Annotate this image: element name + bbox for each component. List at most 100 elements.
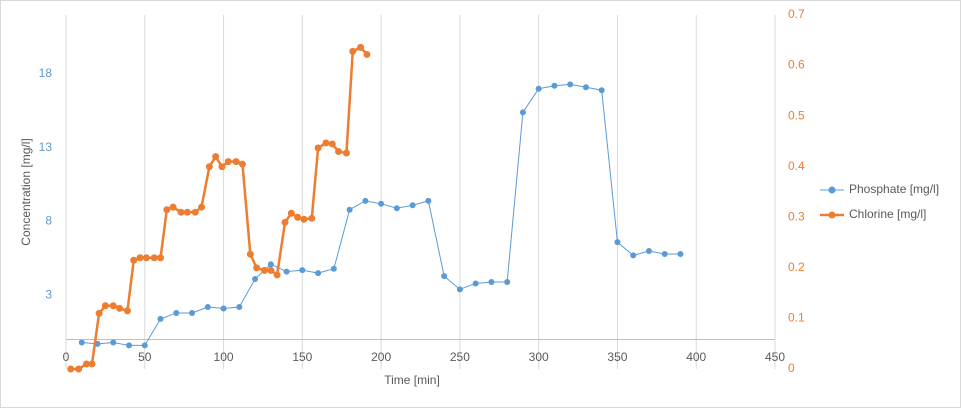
data-point: [299, 267, 306, 274]
x-tick-label: 200: [371, 350, 391, 364]
data-point: [567, 81, 574, 88]
data-point: [645, 248, 652, 254]
data-point: [551, 82, 558, 89]
data-point: [75, 365, 83, 373]
data-point: [183, 208, 191, 216]
legend-marker: [828, 211, 836, 219]
y2-tick-label: 0.5: [788, 108, 805, 122]
data-point: [328, 140, 336, 148]
y2-tick-label: 0.4: [788, 159, 805, 173]
data-point: [252, 276, 259, 283]
data-point: [267, 261, 274, 268]
data-point: [582, 84, 589, 91]
data-point: [169, 203, 177, 211]
x-tick-label: 450: [765, 350, 785, 364]
data-point: [246, 250, 254, 258]
data-point: [150, 254, 158, 262]
x-tick-label: 50: [138, 350, 152, 364]
data-point: [378, 200, 385, 207]
data-point: [204, 304, 211, 311]
data-point: [88, 360, 96, 368]
x-tick-label: 100: [214, 350, 234, 364]
data-point: [116, 304, 124, 312]
y-axis-title: Concentration [mg/l]: [19, 138, 33, 245]
data-point: [232, 158, 240, 166]
data-point: [519, 109, 526, 116]
data-point: [363, 50, 371, 58]
data-point: [189, 309, 196, 316]
x-tick-label: 0: [63, 350, 70, 364]
y-tick-label: 3: [45, 287, 52, 301]
data-point: [456, 286, 463, 293]
data-point: [109, 302, 117, 310]
data-point: [425, 197, 432, 204]
data-point: [142, 254, 150, 262]
data-point: [314, 144, 322, 152]
data-point: [330, 265, 337, 272]
legend-label: Phosphate [mg/l]: [849, 182, 939, 196]
data-point: [110, 339, 117, 346]
data-point: [126, 342, 133, 349]
data-point: [236, 304, 243, 311]
data-point: [141, 342, 148, 349]
data-point: [283, 268, 290, 275]
data-point: [267, 266, 275, 274]
legend-marker: [828, 186, 836, 194]
data-point: [238, 160, 246, 168]
y2-tick-label: 0: [788, 361, 795, 375]
y2-tick-label: 0.6: [788, 58, 805, 72]
data-point: [67, 365, 75, 373]
data-point: [78, 339, 85, 346]
data-point: [308, 214, 316, 222]
data-point: [294, 213, 302, 221]
data-point: [349, 47, 357, 55]
y2-tick-label: 0.2: [788, 260, 805, 274]
data-point: [261, 266, 269, 274]
data-point: [82, 360, 90, 368]
data-point: [281, 218, 289, 226]
data-point: [136, 254, 144, 262]
y-tick-label: 18: [39, 66, 53, 80]
data-point: [315, 270, 322, 277]
data-point: [342, 149, 350, 157]
data-point: [205, 163, 213, 171]
data-point: [614, 239, 621, 246]
y-tick-label: 13: [39, 140, 53, 154]
data-point: [488, 278, 495, 285]
y2-tick-label: 0.7: [788, 7, 805, 21]
data-point: [409, 202, 416, 209]
data-point: [212, 153, 220, 161]
data-point: [535, 85, 542, 92]
data-point: [677, 250, 684, 257]
data-point: [335, 148, 343, 156]
data-point: [273, 271, 281, 279]
x-tick-label: 250: [450, 350, 470, 364]
x-axis-title: Time [min]: [384, 373, 440, 387]
data-point: [191, 208, 199, 216]
data-point: [300, 215, 308, 223]
data-point: [157, 315, 164, 322]
data-point: [362, 197, 369, 204]
y2-tick-label: 0.3: [788, 209, 805, 223]
data-point: [173, 309, 180, 316]
legend-label: Chlorine [mg/l]: [849, 207, 926, 221]
x-tick-label: 400: [686, 350, 706, 364]
data-point: [253, 264, 261, 272]
data-point: [218, 163, 226, 171]
data-point: [441, 273, 448, 280]
data-point: [357, 43, 365, 51]
x-tick-label: 150: [292, 350, 312, 364]
data-point: [197, 203, 205, 211]
data-point: [130, 256, 138, 264]
y2-tick-label: 0.1: [788, 311, 805, 325]
data-point: [157, 254, 165, 262]
x-tick-label: 300: [529, 350, 549, 364]
data-point: [95, 309, 103, 317]
data-point: [177, 208, 185, 216]
data-point: [287, 209, 295, 217]
data-point: [504, 278, 511, 285]
y-tick-label: 8: [45, 214, 52, 228]
data-point: [163, 206, 171, 214]
data-point: [101, 302, 109, 310]
